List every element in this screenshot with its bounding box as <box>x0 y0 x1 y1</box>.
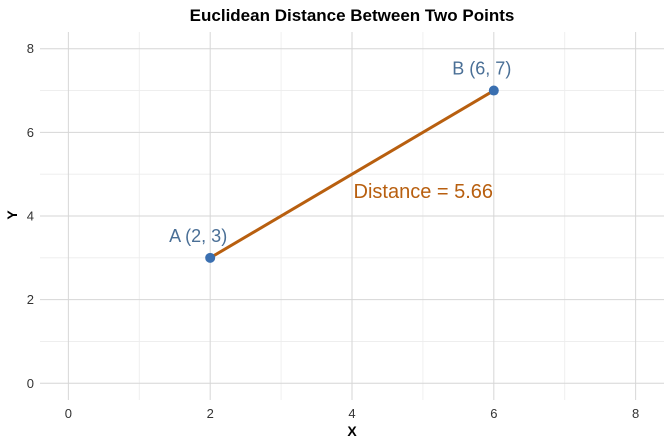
points: A (2, 3) B (6, 7) <box>169 59 511 263</box>
y-tick-label: 6 <box>27 125 34 140</box>
distance-annotation: Distance = 5.66 <box>354 181 494 203</box>
x-axis-title: X <box>347 423 357 439</box>
y-axis-title: Y <box>4 210 20 220</box>
x-tick-label: 4 <box>348 406 355 421</box>
y-tick-label: 4 <box>27 209 34 224</box>
x-tick-label: 8 <box>632 406 639 421</box>
distance-line <box>209 89 495 260</box>
y-tick-labels: 0 2 4 6 8 <box>27 41 34 391</box>
x-tick-labels: 0 2 4 6 8 <box>65 406 640 421</box>
chart-title: Euclidean Distance Between Two Points <box>190 6 515 25</box>
point-b <box>488 85 499 96</box>
y-tick-label: 2 <box>27 292 34 307</box>
point-label: B (6, 7) <box>452 59 511 79</box>
x-tick-label: 6 <box>490 406 497 421</box>
y-tick-label: 8 <box>27 41 34 56</box>
x-tick-label: 0 <box>65 406 72 421</box>
y-tick-label: 0 <box>27 376 34 391</box>
point-label: A (2, 3) <box>169 226 227 246</box>
x-tick-label: 2 <box>207 406 214 421</box>
point-a <box>205 252 216 263</box>
grid <box>40 32 664 400</box>
